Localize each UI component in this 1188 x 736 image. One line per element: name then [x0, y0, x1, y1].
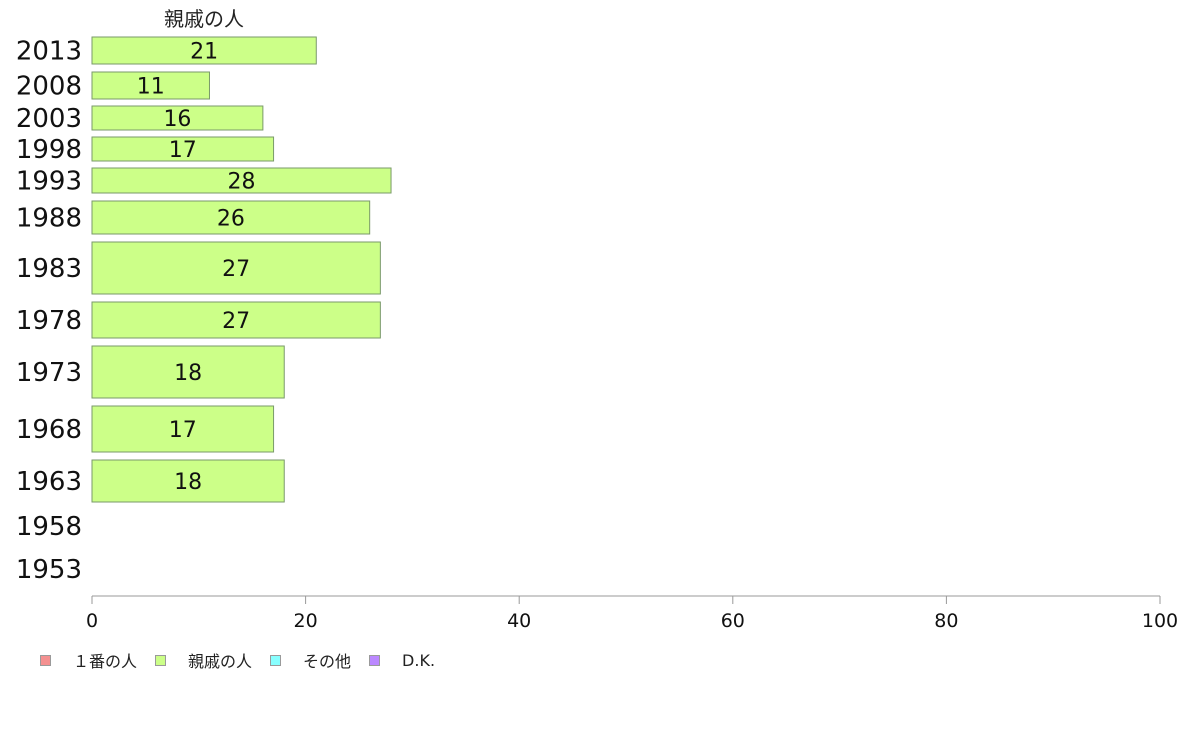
bar-value-label: 17 — [169, 418, 197, 443]
bars-group: 21 11 16 17 28 26 27 27 18 17 18 — [91, 36, 392, 503]
bar — [91, 36, 317, 65]
legend-label: １番の人 — [73, 652, 138, 671]
y-tick-label: 1973 — [16, 358, 82, 388]
bar — [91, 200, 371, 235]
bar-value-label: 18 — [174, 470, 202, 495]
x-tick-label: 100 — [1142, 610, 1178, 632]
bar-value-label: 26 — [217, 207, 245, 232]
bar-value-label: 27 — [222, 257, 250, 282]
bar — [91, 345, 285, 399]
y-tick-label: 1968 — [16, 415, 82, 445]
x-tick-label: 40 — [507, 610, 531, 632]
legend-swatch — [369, 654, 381, 666]
bar — [91, 136, 275, 162]
legend-label: 親戚の人 — [188, 652, 253, 671]
y-tick-label: 1998 — [16, 135, 82, 165]
y-tick-label: 2013 — [16, 37, 82, 67]
bar-value-label: 18 — [174, 361, 202, 386]
bar-value-label: 27 — [222, 309, 250, 334]
y-tick-label: 1958 — [16, 512, 82, 542]
bar-value-label: 28 — [228, 170, 256, 195]
x-axis: 0 20 40 60 80 100 — [86, 595, 1178, 632]
y-tick-label: 1993 — [16, 167, 82, 197]
bar-value-label: 17 — [169, 138, 197, 163]
bar-value-label: 21 — [190, 40, 218, 65]
y-tick-label: 1978 — [16, 306, 82, 336]
series-title: 親戚の人 — [164, 7, 244, 31]
legend: １番の人 親戚の人 その他 D.K. — [40, 648, 453, 672]
legend-label: D.K. — [402, 650, 436, 670]
bar-value-label: 16 — [163, 107, 191, 132]
bar — [91, 241, 381, 295]
y-tick-label: 1983 — [16, 254, 82, 284]
bar — [91, 301, 381, 339]
bar — [91, 405, 275, 453]
bar — [91, 71, 210, 100]
legend-swatch — [155, 654, 167, 666]
x-tick-label: 80 — [934, 610, 958, 632]
x-tick-label: 60 — [721, 610, 745, 632]
bar — [91, 167, 392, 194]
x-tick-label: 0 — [86, 610, 98, 632]
x-tick-label: 20 — [294, 610, 318, 632]
legend-item: その他 — [270, 648, 351, 672]
legend-item: D.K. — [369, 651, 435, 670]
bar-value-label: 11 — [137, 75, 165, 100]
legend-item: 親戚の人 — [155, 648, 252, 672]
legend-label: その他 — [303, 652, 352, 671]
legend-swatch — [40, 654, 51, 666]
y-tick-label: 1988 — [16, 204, 82, 234]
y-tick-label: 1953 — [16, 555, 82, 585]
legend-item: １番の人 — [40, 648, 137, 672]
y-tick-label: 2003 — [16, 104, 82, 134]
legend-swatch — [270, 654, 282, 666]
bar — [91, 459, 285, 503]
y-tick-label: 1963 — [16, 467, 82, 497]
y-tick-label: 2008 — [16, 72, 82, 102]
bar-chart: 親戚の人 21 11 16 17 28 26 27 27 18 17 18 2013 20082003… — [16, 7, 1178, 632]
bar — [91, 105, 264, 131]
